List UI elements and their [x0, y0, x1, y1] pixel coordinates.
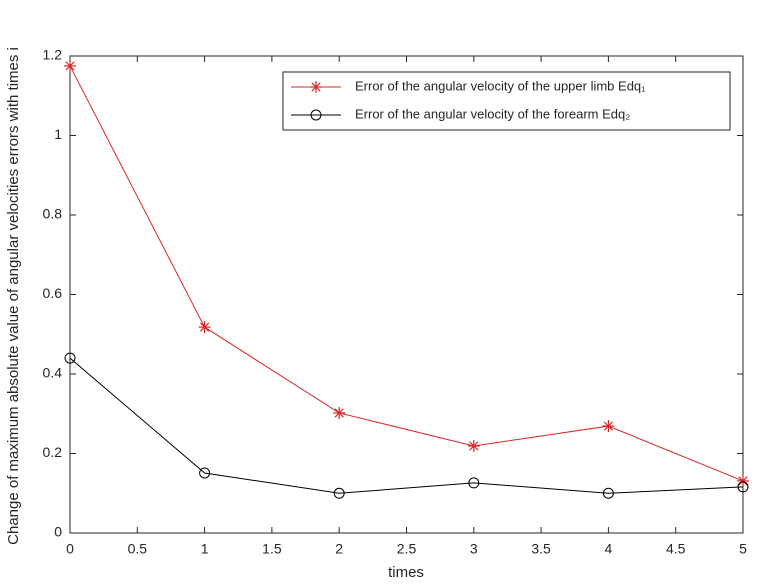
y-tick-label: 0.2 [43, 444, 63, 460]
marker [333, 487, 345, 499]
x-tick-label: 0 [66, 541, 74, 557]
series-line [69, 357, 744, 494]
marker-stroke [603, 421, 614, 431]
marker-stroke [199, 322, 210, 332]
y-tick-label: 1.2 [43, 47, 63, 63]
marker [737, 474, 749, 487]
x-tick-label: 4.5 [666, 541, 686, 557]
x-tick-label: 1 [201, 541, 209, 557]
marker [64, 59, 76, 72]
x-tick-label: 2 [335, 541, 343, 557]
series-line [69, 65, 744, 482]
y-tick-label: 1 [54, 126, 62, 142]
marker [310, 109, 322, 121]
legend-label: Error of the angular velocity of the for… [355, 106, 630, 121]
x-tick-label: 4 [605, 541, 613, 557]
y-axis-label: Change of maximum absolute value of angu… [5, 47, 22, 545]
marker [310, 81, 322, 93]
marker [602, 420, 615, 433]
marker [198, 321, 211, 334]
marker-stroke [334, 408, 344, 418]
marker-stroke [469, 441, 479, 451]
y-tick-label: 0 [54, 524, 62, 540]
marker [199, 467, 211, 479]
marker [737, 481, 749, 493]
x-tick-label: 0.5 [128, 541, 148, 557]
x-tick-label: 5 [739, 541, 747, 557]
marker [467, 439, 480, 452]
legend-box [282, 71, 731, 131]
marker [333, 406, 346, 419]
marker-stroke [311, 82, 321, 92]
x-tick-label: 1.5 [262, 541, 282, 557]
x-tick-label: 3.5 [531, 541, 551, 557]
y-tick-label: 0.4 [43, 365, 63, 381]
marker-stroke [65, 61, 75, 71]
x-tick-label: 3 [470, 541, 478, 557]
marker [602, 487, 614, 499]
y-tick-label: 0.8 [43, 206, 63, 222]
legend-label: Error of the angular velocity of the upp… [355, 78, 646, 93]
marker-stroke [738, 476, 748, 486]
x-axis-label: times [388, 564, 424, 581]
marker [468, 477, 480, 489]
marker [64, 352, 76, 364]
x-tick-label: 2.5 [397, 541, 417, 557]
y-tick-label: 0.6 [43, 285, 63, 301]
